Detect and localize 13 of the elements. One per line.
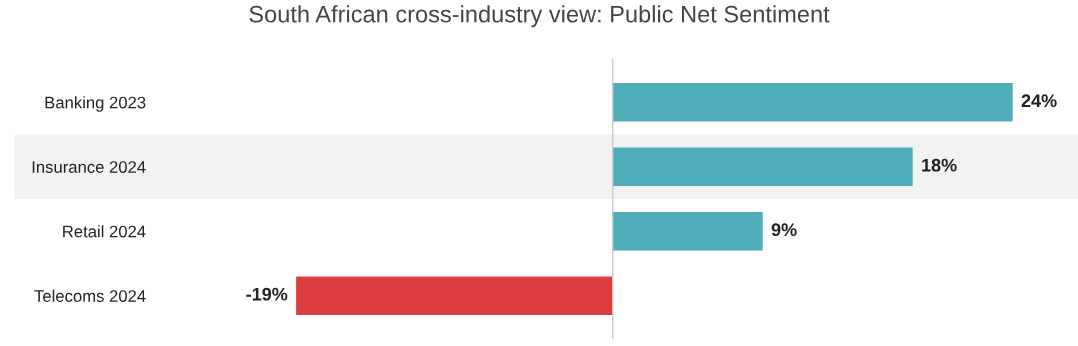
data-label: 18% [922, 158, 957, 172]
y-tick-label: Telecoms 2024 [34, 289, 146, 302]
data-label: 9% [771, 223, 797, 237]
bar [612, 82, 1013, 122]
data-label: -19% [246, 287, 288, 301]
y-tick-label: Retail 2024 [63, 225, 146, 238]
bar [296, 276, 613, 316]
chart-title: South African cross-industry view: Public Net Sentiment [249, 5, 830, 28]
bar [612, 211, 763, 251]
bar [612, 147, 913, 187]
data-label: 24% [1021, 94, 1057, 108]
y-tick-label: Banking 2023 [45, 96, 146, 112]
y-tick-label: Insurance 2024 [32, 161, 146, 173]
